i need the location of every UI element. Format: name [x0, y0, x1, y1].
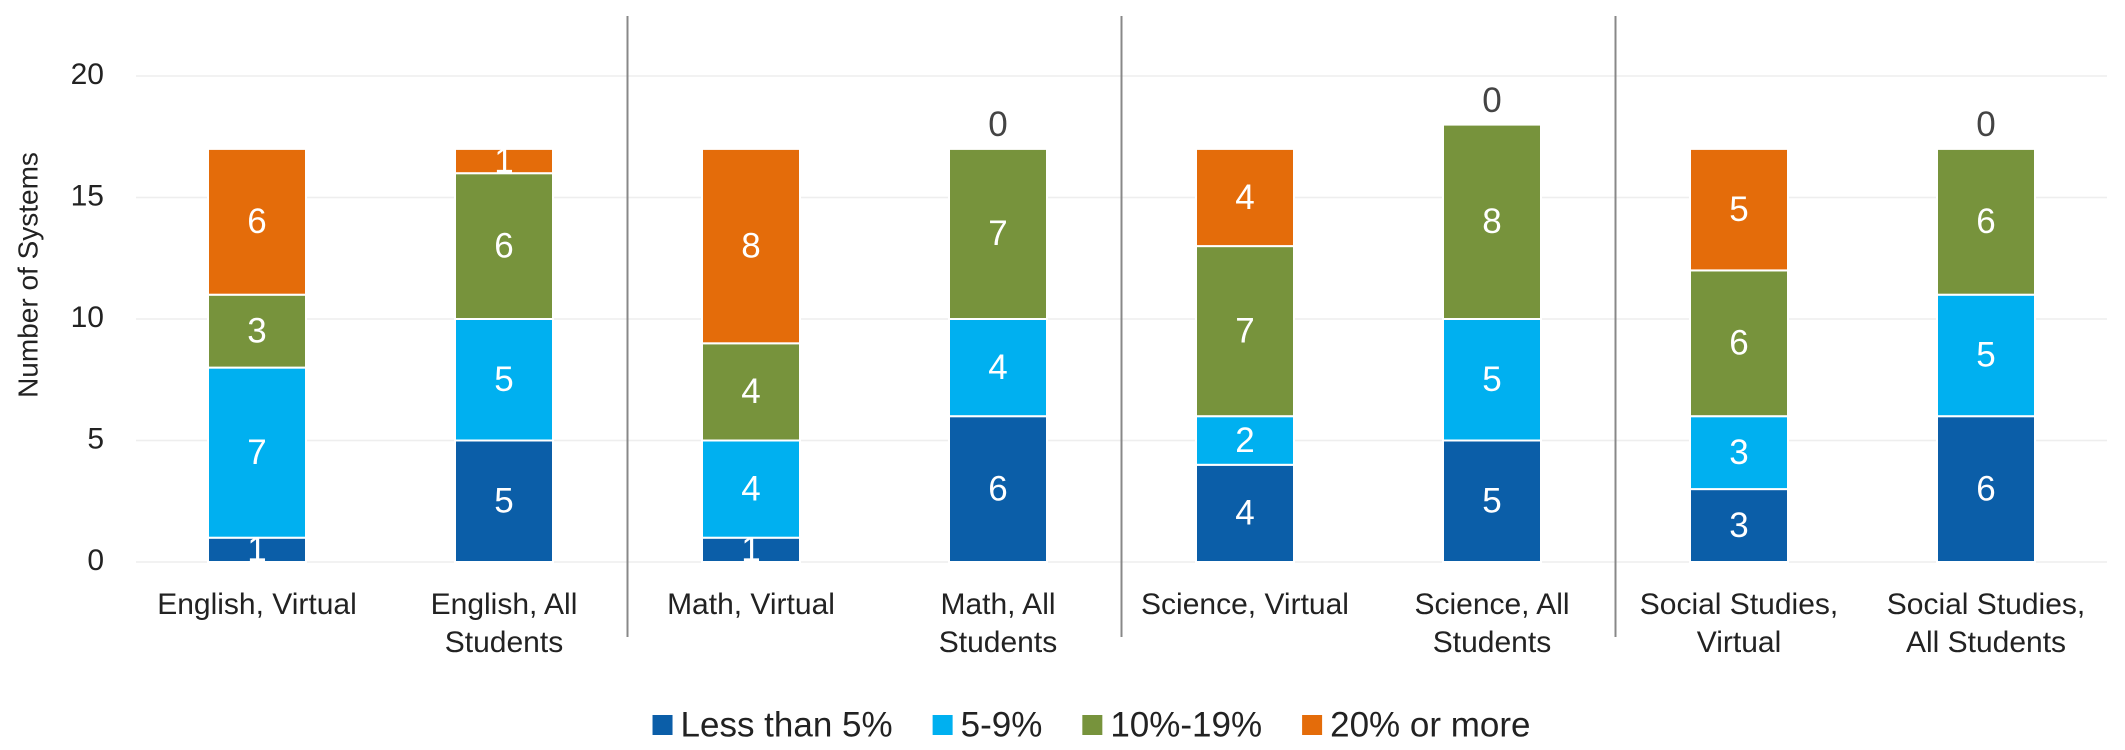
data-label: 4 [1235, 494, 1254, 533]
x-tick-label-line: Social Studies, [1887, 588, 2085, 621]
legend-label: 5-9% [961, 705, 1043, 744]
bar-segment [701, 147, 801, 345]
bar-segment [1689, 488, 1789, 564]
bar-segment [948, 415, 1048, 564]
legend-swatch [1302, 715, 1323, 735]
x-tick-label-line: English, All [431, 588, 578, 621]
x-tick-label: Social Studies, Virtual [1640, 588, 1838, 659]
data-label: 5 [1482, 482, 1501, 521]
data-label: 5 [494, 482, 513, 521]
data-label: 4 [741, 372, 760, 411]
data-label: 8 [741, 226, 760, 265]
x-tick-label: English, Virtual [157, 588, 357, 621]
data-label: 5 [494, 360, 513, 399]
bar-segment [1195, 147, 1295, 248]
x-tick-label-line: All Students [1906, 626, 2066, 659]
data-label: 2 [1235, 421, 1254, 460]
bar-segment [1936, 147, 2036, 296]
bar-segment [701, 536, 801, 564]
data-label: 3 [1729, 433, 1748, 472]
bar-segment [454, 439, 554, 563]
x-tick-label-line: Virtual [1697, 626, 1782, 659]
legend-swatch [1082, 715, 1103, 735]
bar-segment [1936, 415, 2036, 564]
data-label: 3 [1729, 506, 1748, 545]
y-axis-label: Number of Systems [12, 152, 43, 398]
data-label: 4 [988, 348, 1007, 387]
bar-segment [1195, 245, 1295, 418]
data-label: 7 [247, 433, 266, 472]
legend-label: 10%-19% [1110, 705, 1262, 744]
data-label: 6 [988, 469, 1007, 508]
x-tick-label-line: Math, All [940, 588, 1055, 621]
legend-swatch [652, 715, 673, 735]
data-label: 0 [1976, 105, 1995, 144]
bar-segment [701, 439, 801, 539]
data-label: 5 [1729, 190, 1748, 229]
bar-segment [948, 147, 1048, 320]
bar-segment [1195, 463, 1295, 563]
bar-segment [454, 172, 554, 320]
data-label: 4 [741, 469, 760, 508]
x-tick-label: Math, Virtual [667, 588, 835, 621]
bar-segment [454, 147, 554, 175]
data-label: 6 [1976, 469, 1995, 508]
data-label: 5 [1976, 336, 1995, 375]
x-tick-label: Math, All Students [939, 588, 1057, 659]
bar-segment [948, 318, 1048, 418]
data-label: 6 [1976, 202, 1995, 241]
data-label: 7 [988, 214, 1007, 253]
bar-segment [1689, 147, 1789, 272]
data-label: 1 [247, 530, 266, 569]
legend-swatch [932, 715, 953, 735]
bar-segment [1689, 415, 1789, 491]
y-tick-label: 5 [87, 422, 104, 455]
x-tick-label-line: Social Studies, [1640, 588, 1838, 621]
data-label: 8 [1482, 202, 1501, 241]
bar-segment [1936, 293, 2036, 418]
data-label: 0 [1482, 81, 1501, 120]
legend-label: Less than 5% [681, 705, 893, 744]
y-tick-label: 0 [87, 544, 104, 577]
data-label: 0 [988, 105, 1007, 144]
data-label: 7 [1235, 311, 1254, 350]
x-tick-label-line: Science, All [1414, 588, 1569, 621]
y-tick-label: 10 [71, 301, 104, 334]
bar-segment [1442, 123, 1542, 320]
x-tick-label-line: Students [445, 626, 563, 659]
bar-segment [454, 318, 554, 442]
data-label: 6 [494, 226, 513, 265]
x-tick-label-line: Students [939, 626, 1057, 659]
data-label: 3 [247, 311, 266, 350]
data-label: 1 [741, 530, 760, 569]
x-tick-label-line: Students [1433, 626, 1551, 659]
bar-segment [1442, 318, 1542, 442]
legend-label: 20% or more [1330, 705, 1530, 744]
bar-segment [207, 147, 307, 296]
bar-segment [207, 293, 307, 369]
bar-segment [1442, 439, 1542, 563]
y-tick-label: 20 [71, 58, 104, 91]
bar-segment [1195, 415, 1295, 466]
data-label: 1 [494, 141, 513, 180]
x-tick-label: Science, Virtual [1141, 588, 1349, 621]
data-label: 6 [1729, 324, 1748, 363]
legend: Less than 5% 5-9% 10%-19% 20% or more [652, 705, 1530, 744]
x-tick-label: Science, All Students [1414, 588, 1569, 659]
bar-segment [207, 536, 307, 564]
x-tick-label: English, All Students [431, 588, 578, 659]
data-label: 6 [247, 202, 266, 241]
bar-segment [207, 366, 307, 539]
data-label: 4 [1235, 178, 1254, 217]
bar-segment [701, 342, 801, 442]
y-tick-label: 15 [71, 179, 104, 212]
x-tick-label: Social Studies, All Students [1887, 588, 2085, 659]
data-label: 5 [1482, 360, 1501, 399]
